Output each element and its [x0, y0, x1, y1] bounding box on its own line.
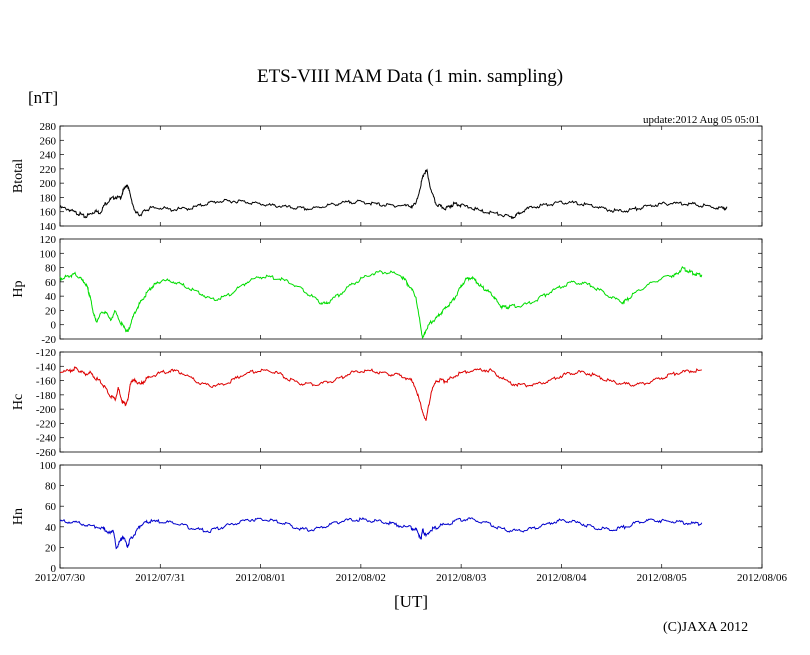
y-tick-label-hc: -120 — [36, 347, 57, 359]
x-tick-label: 2012/07/31 — [135, 572, 185, 584]
y-tick-label-hp: 60 — [45, 277, 57, 289]
y-tick-label-hn: 100 — [40, 460, 57, 472]
y-tick-label-btotal: 140 — [40, 221, 57, 233]
y-tick-label-btotal: 180 — [40, 192, 57, 204]
panel-frame-hp — [59, 238, 763, 340]
panel-frame-hc — [59, 351, 763, 453]
series-line-hn — [59, 517, 703, 550]
y-tick-label-hc: -260 — [36, 447, 57, 459]
panel-frame-hn — [59, 464, 763, 569]
y-tick-label-hc: -140 — [36, 361, 57, 373]
x-tick-label: 2012/07/30 — [35, 572, 86, 584]
y-tick-label-hn: 0 — [51, 563, 57, 575]
series-line-hp — [59, 266, 703, 339]
y-tick-label-hc: -240 — [36, 433, 57, 445]
x-tick-label: 2012/08/06 — [737, 572, 788, 584]
y-tick-label-hp: 120 — [40, 234, 57, 246]
series-line-btotal — [59, 168, 728, 220]
y-unit-label: [nT] — [28, 88, 59, 107]
y-tick-label-hp: 0 — [51, 320, 57, 332]
y-tick-label-btotal: 280 — [40, 121, 57, 133]
y-tick-label-hp: -20 — [41, 334, 56, 346]
copyright-label: (C)JAXA 2012 — [663, 620, 749, 635]
x-tick-label: 2012/08/01 — [236, 572, 286, 584]
y-tick-label-hp: 80 — [45, 263, 57, 275]
panel-label-hn: Hn — [11, 508, 26, 525]
y-tick-label-hp: 40 — [45, 291, 57, 303]
y-tick-label-btotal: 220 — [40, 164, 57, 176]
update-timestamp: update:2012 Aug 05 05:01 — [642, 114, 760, 126]
y-tick-label-hc: -200 — [36, 404, 57, 416]
y-tick-label-hn: 60 — [45, 501, 57, 513]
panel-label-hc: Hc — [11, 394, 26, 410]
x-tick-label: 2012/08/03 — [436, 572, 487, 584]
y-tick-label-hn: 80 — [45, 481, 57, 493]
x-unit-label: [UT] — [394, 592, 428, 611]
panel-frame-btotal — [59, 125, 763, 227]
y-tick-label-hp: 100 — [40, 248, 57, 260]
y-tick-label-btotal: 160 — [40, 207, 57, 219]
y-tick-label-btotal: 260 — [40, 135, 57, 147]
x-tick-label: 2012/08/04 — [536, 572, 587, 584]
y-tick-label-btotal: 200 — [40, 178, 57, 190]
y-tick-label-hn: 20 — [45, 542, 57, 554]
series-line-hc — [59, 366, 702, 421]
panel-label-hp: Hp — [11, 280, 26, 297]
x-tick-label: 2012/08/02 — [336, 572, 386, 584]
chart-title: ETS-VIII MAM Data (1 min. sampling) — [256, 66, 564, 87]
y-tick-label-hn: 40 — [45, 522, 57, 534]
y-tick-label-btotal: 240 — [40, 150, 57, 162]
y-tick-label-hc: -220 — [36, 418, 57, 430]
panel-label-btotal: Btotal — [11, 159, 26, 193]
y-tick-label-hc: -160 — [36, 376, 57, 388]
y-tick-label-hc: -180 — [36, 390, 57, 402]
x-tick-label: 2012/08/05 — [637, 572, 688, 584]
y-tick-label-hp: 20 — [45, 305, 57, 317]
